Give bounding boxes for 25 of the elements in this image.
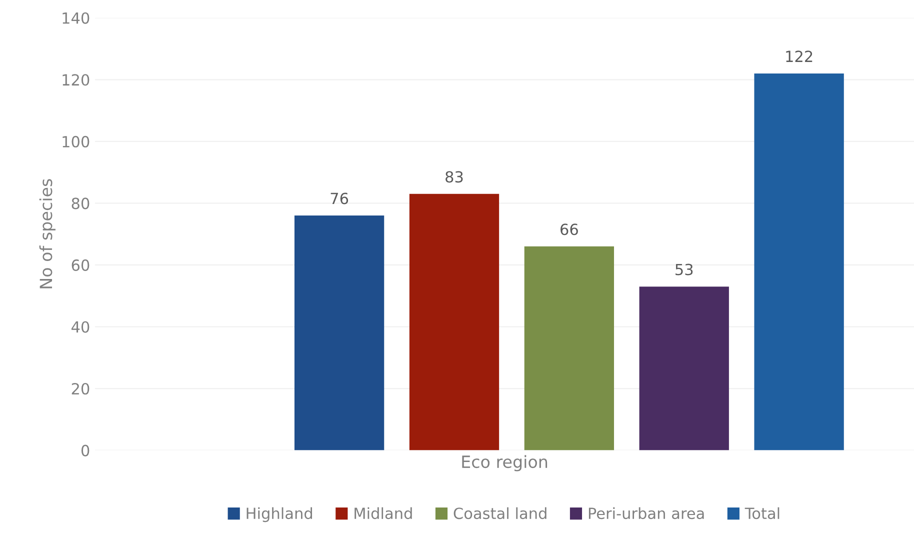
x-axis-title: Eco region (462, 455, 548, 472)
y-tick-label: 60 (72, 259, 90, 271)
y-axis-title: No of species (39, 179, 56, 288)
y-tick-label: 140 (62, 12, 90, 24)
bar (754, 73, 844, 450)
legend-label: Peri-urban area (588, 507, 704, 520)
legend-label: Highland (246, 507, 312, 522)
legend-label: Total (744, 507, 780, 520)
y-tick-label: 20 (72, 382, 90, 395)
data-label: 122 (786, 50, 812, 62)
bar (639, 286, 729, 450)
data-label: 83 (446, 171, 463, 183)
bar (524, 246, 614, 450)
data-label: 53 (676, 264, 693, 276)
y-tick-label: 0 (81, 444, 90, 456)
bar (294, 216, 384, 450)
data-label: 66 (560, 224, 578, 236)
y-tick-label: 40 (72, 321, 90, 333)
y-tick-label: 120 (62, 74, 90, 86)
legend-label: Midland (354, 507, 412, 520)
bar (409, 194, 500, 450)
y-tick-label: 100 (62, 136, 90, 148)
legend-label: Coastal land (454, 507, 546, 520)
y-tick-label: 80 (72, 198, 90, 210)
data-label: 76 (330, 192, 348, 204)
